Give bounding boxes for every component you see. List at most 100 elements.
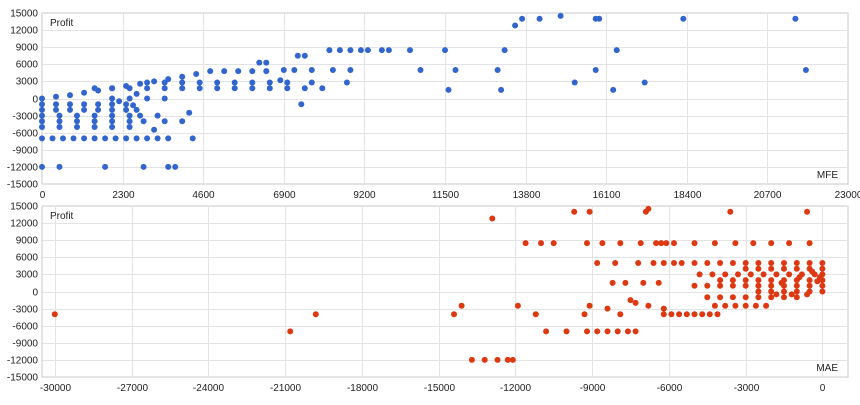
data-point — [501, 47, 508, 54]
data-point — [781, 265, 787, 272]
data-point — [563, 328, 570, 335]
data-point — [102, 135, 109, 142]
data-point — [514, 302, 521, 309]
data-point — [458, 302, 465, 309]
data-point — [39, 95, 45, 102]
data-point — [806, 277, 813, 284]
data-point — [249, 85, 256, 92]
data-point — [126, 95, 133, 102]
data-point — [635, 260, 642, 266]
data-point — [151, 126, 158, 133]
data-point — [347, 47, 354, 54]
data-point — [804, 208, 811, 215]
data-point — [231, 85, 238, 92]
data-point — [151, 78, 158, 85]
x-tick-label: 18400 — [674, 190, 702, 201]
x-tick-label: -18000 — [347, 383, 379, 394]
data-point — [594, 260, 601, 266]
data-point — [671, 240, 677, 247]
data-point — [663, 240, 670, 247]
data-point — [179, 85, 186, 92]
data-point — [729, 294, 736, 301]
data-point — [95, 106, 102, 113]
data-point — [442, 47, 448, 54]
data-point — [126, 118, 133, 125]
y-tick-label: -3000 — [12, 305, 38, 316]
data-point — [494, 356, 501, 363]
data-point — [786, 240, 793, 247]
x-tick-label: 9200 — [353, 190, 376, 201]
data-point — [319, 85, 326, 92]
data-point — [109, 85, 116, 92]
data-point — [39, 101, 45, 108]
data-point — [214, 79, 221, 86]
y-tick-label: 3000 — [16, 270, 39, 281]
data-point — [717, 260, 724, 266]
data-point — [109, 95, 116, 102]
x-axis-label: MAE — [816, 363, 838, 374]
data-point — [793, 265, 800, 272]
data-point — [154, 135, 161, 142]
data-point — [133, 135, 140, 142]
data-point — [571, 79, 578, 86]
data-point — [768, 277, 775, 284]
data-point — [742, 260, 749, 266]
data-point — [70, 135, 77, 142]
data-point — [144, 135, 151, 142]
data-point — [81, 89, 88, 96]
data-point — [640, 279, 647, 286]
data-point — [512, 22, 519, 29]
data-point — [123, 135, 130, 142]
legend-label: Profit — [50, 18, 74, 29]
data-point — [102, 163, 109, 170]
legend-label: Profit — [50, 211, 74, 222]
data-point — [793, 288, 800, 295]
y-tick-label: -15000 — [7, 373, 39, 384]
data-point — [613, 47, 620, 54]
data-point — [364, 47, 371, 54]
data-point — [263, 59, 270, 66]
data-point — [144, 79, 151, 86]
x-tick-label: -9000 — [580, 383, 606, 394]
x-tick-label: -27000 — [117, 383, 149, 394]
data-point — [179, 73, 186, 80]
data-point — [207, 68, 214, 75]
data-point — [778, 279, 785, 286]
data-point — [347, 67, 354, 73]
y-tick-label: -3000 — [12, 112, 38, 123]
y-tick-label: 15000 — [10, 202, 38, 213]
data-point — [489, 215, 496, 222]
data-point — [632, 299, 639, 306]
data-point — [727, 208, 734, 215]
data-point — [123, 106, 130, 113]
data-point — [81, 135, 88, 142]
data-point — [81, 101, 88, 108]
data-point — [284, 79, 291, 86]
data-point — [806, 240, 813, 247]
data-point — [161, 95, 168, 102]
data-point — [668, 311, 675, 318]
data-point — [696, 271, 703, 278]
data-point — [717, 294, 724, 301]
data-point — [584, 328, 590, 335]
data-point — [357, 47, 364, 54]
y-tick-label: -9000 — [12, 339, 38, 350]
data-point — [263, 68, 270, 75]
data-point — [109, 106, 116, 113]
data-point — [91, 135, 98, 142]
data-point — [60, 135, 66, 142]
data-point — [599, 240, 606, 247]
data-point — [266, 85, 273, 92]
y-tick-label: 3000 — [16, 77, 39, 88]
data-point — [91, 124, 98, 130]
y-tick-label: 6000 — [16, 253, 39, 264]
data-point — [165, 163, 172, 170]
data-point — [126, 124, 133, 130]
data-point — [609, 279, 616, 286]
data-point — [249, 68, 256, 75]
data-point — [660, 305, 667, 312]
data-point — [56, 163, 63, 170]
data-point — [385, 47, 392, 54]
data-point — [144, 95, 151, 102]
data-point — [680, 15, 687, 22]
